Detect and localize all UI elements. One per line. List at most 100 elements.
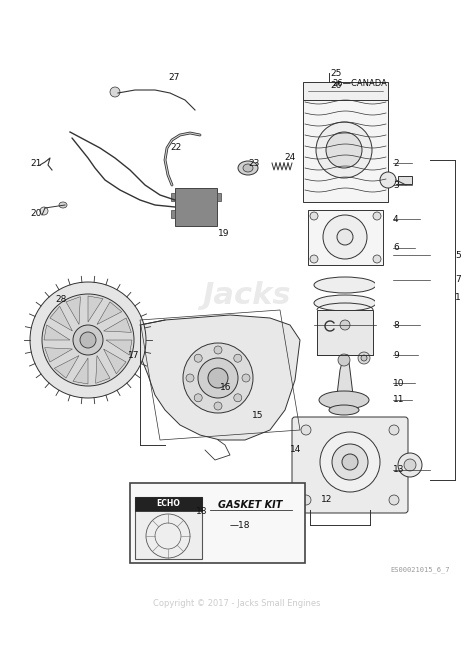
Circle shape: [389, 425, 399, 435]
Ellipse shape: [319, 391, 369, 409]
Circle shape: [320, 432, 380, 492]
Polygon shape: [45, 348, 73, 362]
Circle shape: [214, 346, 222, 354]
Text: 19: 19: [218, 229, 229, 239]
Text: 12: 12: [321, 495, 333, 504]
Circle shape: [326, 132, 362, 168]
Polygon shape: [335, 355, 355, 408]
Bar: [130, 483, 305, 563]
Circle shape: [398, 453, 422, 477]
Text: 8: 8: [393, 320, 399, 330]
Text: 1: 1: [455, 294, 461, 302]
Circle shape: [389, 495, 399, 505]
Circle shape: [404, 459, 416, 471]
Text: 24: 24: [284, 153, 295, 162]
Text: 6: 6: [393, 244, 399, 252]
Circle shape: [234, 394, 242, 402]
Bar: [171, 193, 175, 201]
Bar: [398, 176, 412, 184]
Circle shape: [234, 354, 242, 362]
Text: 26—CANADA: 26—CANADA: [332, 79, 387, 88]
Circle shape: [373, 255, 381, 263]
Circle shape: [80, 332, 96, 348]
Text: 14: 14: [290, 445, 301, 454]
Circle shape: [301, 425, 311, 435]
Text: 13: 13: [393, 465, 404, 474]
Text: 20: 20: [30, 209, 41, 218]
Polygon shape: [106, 340, 132, 355]
Text: ECHO: ECHO: [156, 499, 180, 508]
Text: 5: 5: [455, 250, 461, 259]
Text: 26: 26: [330, 81, 341, 90]
Text: 16: 16: [220, 384, 231, 393]
Polygon shape: [55, 356, 79, 378]
Circle shape: [340, 320, 350, 330]
Text: 18: 18: [196, 508, 208, 517]
Circle shape: [183, 343, 253, 413]
FancyBboxPatch shape: [292, 417, 408, 513]
Bar: [135, 497, 202, 511]
Polygon shape: [96, 356, 110, 383]
Text: 11: 11: [393, 395, 404, 404]
Text: 21: 21: [30, 159, 41, 168]
Circle shape: [358, 352, 370, 364]
Circle shape: [208, 368, 228, 388]
Circle shape: [361, 355, 367, 361]
Ellipse shape: [314, 295, 376, 311]
Circle shape: [42, 294, 134, 386]
Text: GASKET KIT: GASKET KIT: [218, 500, 282, 510]
Polygon shape: [73, 358, 88, 384]
Text: Copyright © 2017 - Jacks Small Engines: Copyright © 2017 - Jacks Small Engines: [153, 599, 321, 608]
Circle shape: [110, 87, 120, 97]
Text: 27: 27: [168, 73, 179, 83]
Bar: [303, 82, 388, 100]
Polygon shape: [138, 315, 300, 440]
Circle shape: [30, 282, 146, 398]
Bar: [171, 210, 175, 218]
Circle shape: [242, 374, 250, 382]
Text: 17: 17: [128, 350, 139, 359]
Bar: [308, 210, 383, 265]
Circle shape: [310, 212, 318, 220]
Polygon shape: [66, 296, 81, 324]
Text: 23: 23: [248, 159, 259, 168]
Text: 3: 3: [393, 181, 399, 190]
Bar: [317, 310, 373, 355]
Text: 10: 10: [393, 378, 404, 387]
Text: —18: —18: [230, 521, 250, 530]
Text: 4: 4: [393, 214, 399, 224]
Circle shape: [198, 358, 238, 398]
Text: 28: 28: [55, 296, 66, 304]
Circle shape: [332, 444, 368, 480]
Circle shape: [214, 402, 222, 410]
Text: 9: 9: [393, 350, 399, 359]
Circle shape: [338, 354, 350, 366]
Circle shape: [373, 212, 381, 220]
Circle shape: [316, 122, 372, 178]
Circle shape: [73, 325, 103, 355]
Polygon shape: [104, 349, 126, 374]
Circle shape: [40, 207, 48, 215]
Polygon shape: [104, 318, 131, 332]
Ellipse shape: [314, 277, 376, 293]
Bar: [303, 97, 388, 202]
Circle shape: [342, 454, 358, 470]
Text: 7: 7: [455, 276, 461, 285]
Ellipse shape: [243, 164, 253, 172]
Ellipse shape: [238, 161, 258, 175]
Circle shape: [310, 255, 318, 263]
Ellipse shape: [59, 202, 67, 208]
Circle shape: [194, 354, 202, 362]
Bar: [175, 188, 217, 226]
Polygon shape: [97, 302, 122, 324]
Circle shape: [186, 374, 194, 382]
Polygon shape: [44, 325, 70, 340]
Circle shape: [340, 399, 348, 407]
Text: 25: 25: [330, 68, 341, 77]
Ellipse shape: [329, 405, 359, 415]
Circle shape: [380, 172, 396, 188]
Text: Jacks: Jacks: [202, 281, 291, 310]
Circle shape: [301, 495, 311, 505]
Polygon shape: [50, 306, 73, 331]
Circle shape: [335, 394, 353, 412]
